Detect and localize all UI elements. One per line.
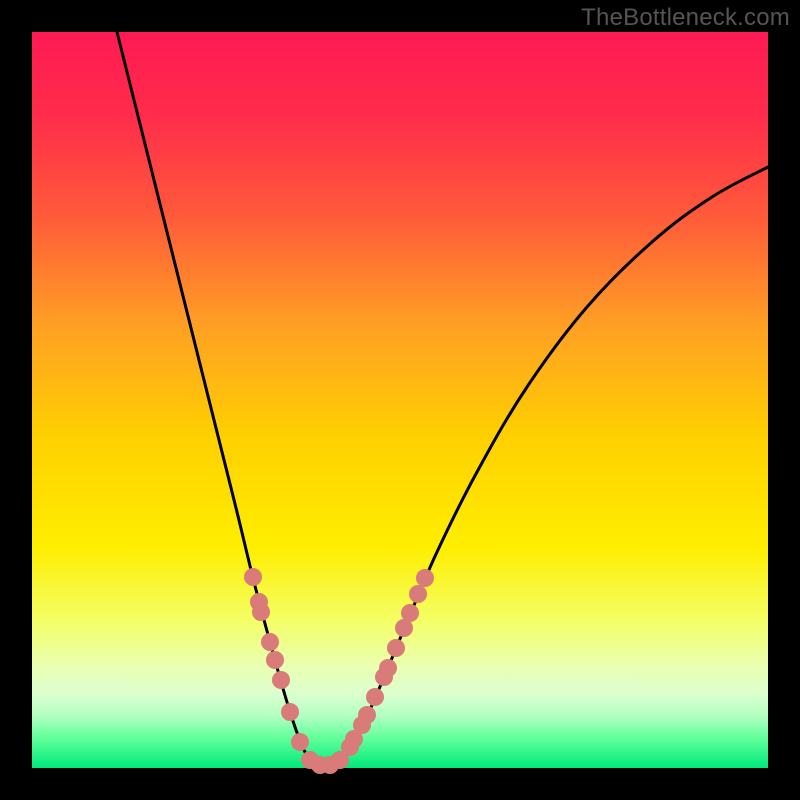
data-marker [416, 569, 434, 587]
data-marker [401, 604, 419, 622]
data-marker [281, 703, 299, 721]
data-marker [272, 671, 290, 689]
chart-stage: TheBottleneck.com [0, 0, 800, 800]
data-marker [266, 651, 284, 669]
data-marker [261, 633, 279, 651]
watermark-text: TheBottleneck.com [581, 4, 790, 32]
data-marker [379, 659, 397, 677]
data-marker [387, 639, 405, 657]
data-marker [291, 733, 309, 751]
data-marker [244, 568, 262, 586]
data-marker [409, 585, 427, 603]
plot-gradient [32, 32, 768, 768]
data-marker [366, 688, 384, 706]
data-marker [358, 706, 376, 724]
data-marker [252, 603, 270, 621]
bottleneck-chart [0, 0, 800, 800]
